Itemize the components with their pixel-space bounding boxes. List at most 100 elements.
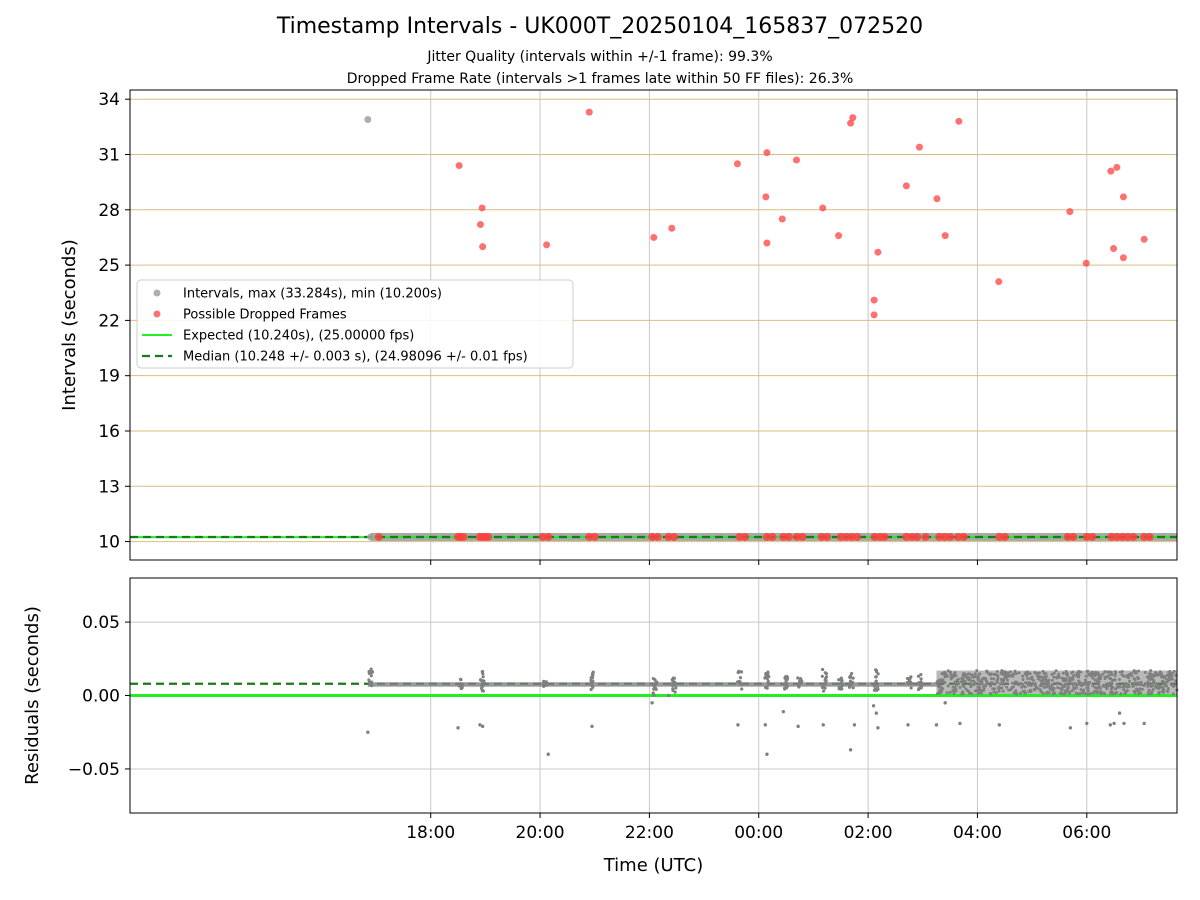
residual-point (948, 690, 952, 694)
residual-point (1127, 683, 1131, 687)
residual-point (1150, 677, 1154, 681)
residual-point (918, 683, 923, 688)
dropped-frame-baseline-point (664, 532, 673, 541)
residual-point (1001, 689, 1005, 693)
residual-point (909, 686, 913, 690)
residual-point (973, 672, 977, 676)
residual-point (1056, 681, 1060, 685)
residual-point (1123, 691, 1127, 695)
residual-point (1140, 683, 1144, 687)
residual-point (1139, 680, 1143, 684)
dropped-frame-baseline-point (741, 532, 750, 541)
residual-point (1170, 677, 1174, 681)
residual-point (952, 691, 956, 695)
residual-outlier-point (456, 726, 460, 730)
residual-outlier-point (590, 724, 594, 729)
residual-point (872, 684, 876, 688)
residual-point (952, 688, 956, 692)
residual-point (674, 686, 678, 690)
residual-point (367, 671, 371, 676)
residual-point (1050, 678, 1054, 682)
residual-point (1085, 669, 1089, 673)
legend-entry-label: Median (10.248 +/- 0.003 s), (24.98096 +… (183, 350, 528, 365)
dropped-frame-point (819, 204, 827, 212)
residual-point (1020, 685, 1024, 689)
residual-point (1036, 674, 1040, 678)
dropped-frame-baseline-point (544, 532, 553, 541)
residual-point (962, 671, 966, 675)
residual-point (1130, 674, 1134, 678)
residual-point (1029, 690, 1033, 694)
residual-point (992, 677, 996, 681)
residual-point (997, 689, 1001, 693)
dropped-frame-point (902, 182, 910, 190)
residual-point (960, 692, 964, 696)
residual-point (1135, 681, 1139, 685)
residual-point (1078, 691, 1082, 695)
dropped-frame-baseline-point (880, 532, 889, 541)
residual-point (1118, 670, 1122, 674)
residual-outlier-point (934, 723, 939, 727)
residual-point (1133, 682, 1137, 686)
residual-point (738, 676, 743, 680)
residual-point (851, 686, 855, 690)
residual-point (589, 687, 593, 692)
residual-point (1009, 688, 1013, 692)
residual-point (849, 681, 853, 685)
residual-point (542, 684, 546, 688)
intervals-plot: 10 13 16 19 22 25 28 31 34 Intervals (seconds) Int… (59, 89, 1178, 565)
residual-point (1150, 691, 1154, 695)
residual-point (1014, 672, 1018, 676)
residual-outlier-point (1112, 721, 1116, 726)
residual-point (961, 680, 965, 684)
residual-point (823, 671, 827, 675)
residual-point (1145, 675, 1149, 679)
residual-point (591, 671, 595, 676)
residual-point (1099, 690, 1103, 694)
residual-point (989, 692, 993, 696)
top-ytick-label: 10 (98, 533, 120, 553)
residual-point (1096, 686, 1100, 690)
residual-point (824, 681, 828, 685)
residual-point (824, 675, 829, 679)
residual-point (824, 679, 828, 683)
residual-outlier-point (943, 701, 947, 705)
residual-point (1077, 669, 1081, 673)
dropped-frame-baseline-point (374, 532, 383, 541)
residual-point (919, 680, 923, 684)
residual-point (939, 680, 943, 684)
dropped-frame-point (1066, 208, 1074, 216)
residual-point (1171, 692, 1175, 696)
residual-point (1120, 673, 1124, 677)
residual-point (985, 682, 989, 686)
residual-point (1082, 688, 1086, 692)
bottom-ytick-label: 0.00 (82, 687, 120, 707)
interval-point (367, 533, 375, 541)
residual-point (1137, 688, 1141, 692)
residual-point (1021, 677, 1025, 681)
residual-point (542, 680, 546, 684)
residual-outlier-point (666, 693, 671, 698)
residual-point (1134, 687, 1138, 691)
residual-point (942, 680, 946, 684)
residual-outlier-point (874, 711, 878, 715)
dropped-frame-point (1110, 245, 1118, 253)
residual-outlier-point (546, 752, 550, 756)
residual-point (481, 675, 485, 679)
dropped-frame-point (585, 108, 593, 116)
dropped-frame-point (1140, 235, 1148, 243)
residual-point (1140, 687, 1144, 691)
residual-point (982, 685, 986, 689)
residual-point (1170, 672, 1174, 676)
residual-point (821, 689, 826, 693)
residual-point (935, 692, 939, 696)
residual-point (1003, 670, 1007, 674)
bottom-plot-frame (129, 577, 1178, 814)
residual-point (739, 682, 743, 687)
residual-point (1139, 691, 1143, 695)
residual-point (994, 691, 998, 695)
dropped-frame-baseline-point (793, 532, 802, 541)
dropped-frame-baseline-point (907, 532, 916, 541)
residual-point (1091, 676, 1095, 680)
dropped-frame-point (874, 248, 882, 256)
